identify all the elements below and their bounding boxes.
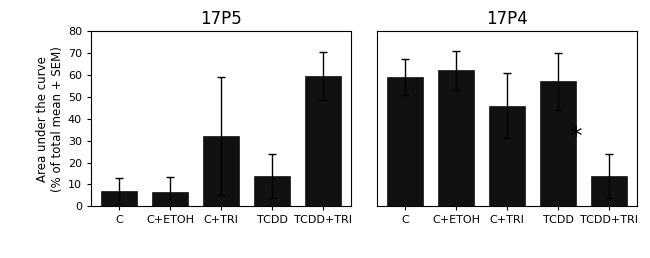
- Text: *: *: [569, 125, 582, 149]
- Bar: [489, 106, 525, 206]
- Bar: [438, 70, 474, 206]
- Y-axis label: Area under the curve
(% of total mean + SEM): Area under the curve (% of total mean + …: [36, 46, 64, 192]
- Bar: [254, 176, 290, 206]
- Bar: [540, 82, 576, 206]
- Title: 17P5: 17P5: [200, 10, 242, 28]
- Bar: [305, 76, 341, 206]
- Bar: [101, 191, 137, 206]
- Bar: [152, 192, 188, 206]
- Bar: [387, 77, 423, 206]
- Title: 17P4: 17P4: [486, 10, 528, 28]
- Bar: [203, 136, 239, 206]
- Bar: [591, 176, 627, 206]
